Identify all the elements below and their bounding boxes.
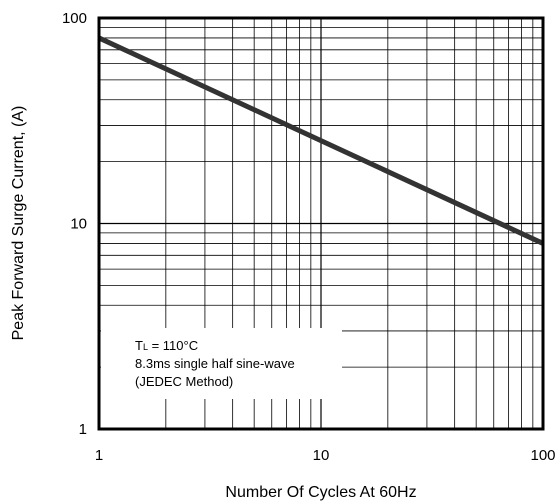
annotation-box <box>101 328 342 399</box>
annotation-line1-sub: L <box>143 342 148 352</box>
x-tick-label: 100 <box>530 447 555 464</box>
annotation-line1-main: T <box>135 338 143 353</box>
annotation-line1-rest: = 110°C <box>148 338 198 353</box>
annotation-line1: TL = 110°C <box>135 338 198 353</box>
tick-labels: 1 10 100 1 10 100 <box>62 10 556 464</box>
series-line-0 <box>97 35 545 246</box>
annotation-line3: (JEDEC Method) <box>135 374 233 389</box>
grid <box>99 18 543 429</box>
x-axis-label: Number Of Cycles At 60Hz <box>225 484 416 501</box>
y-tick-label: 1 <box>79 421 87 438</box>
y-tick-label: 10 <box>70 216 87 233</box>
x-tick-label: 10 <box>313 447 330 464</box>
series-group <box>97 35 545 246</box>
annotation-line2: 8.3ms single half sine-wave <box>135 356 295 371</box>
plot-frame <box>97 16 545 431</box>
y-tick-label: 100 <box>62 10 87 27</box>
x-tick-label: 1 <box>95 447 103 464</box>
y-axis-label: Peak Forward Surge Current, (A) <box>10 106 27 341</box>
